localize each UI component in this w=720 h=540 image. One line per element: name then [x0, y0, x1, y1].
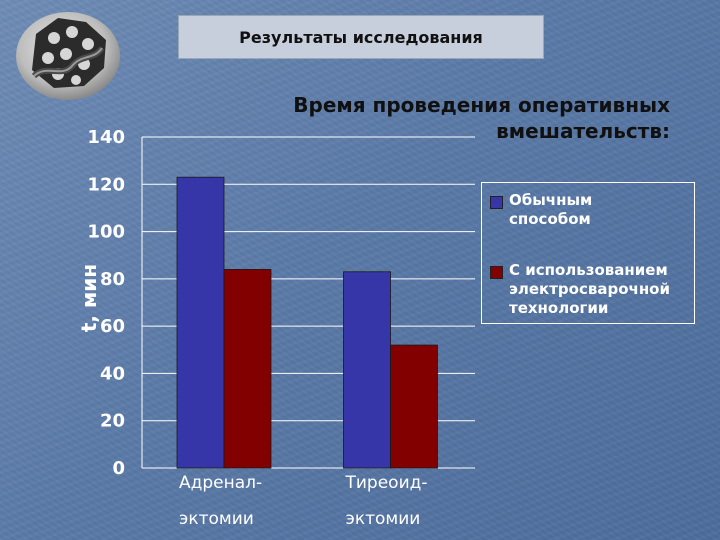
gear-chain-icon [6, 4, 126, 104]
x-category-label: Тиреоид- [345, 473, 428, 493]
y-tick-label: 80 [100, 269, 125, 290]
bar-series2 [223, 268, 272, 469]
legend-label-series2: С использованием электросварочной технол… [509, 261, 670, 317]
legend-swatch-series2 [490, 266, 503, 279]
bar-series2 [390, 344, 438, 469]
chart-legend: Обычным способом С использованием электр… [481, 182, 695, 324]
legend-item-series2: С использованием электросварочной технол… [490, 261, 670, 318]
y-tick-label: 0 [112, 458, 125, 479]
y-tick-label: 140 [87, 127, 125, 148]
x-category-label: Адренал- [179, 473, 262, 493]
x-category-label: эктомии [179, 509, 254, 529]
y-tick-label: 60 [100, 316, 125, 337]
y-tick-label: 100 [87, 222, 125, 243]
legend-swatch-series1 [490, 196, 503, 209]
bar-series1 [343, 271, 391, 469]
bar-series1 [176, 176, 225, 469]
y-axis-title: t, мин [77, 264, 101, 332]
page-title: Результаты исследования [178, 15, 544, 59]
legend-label-series1: Обычным способом [509, 191, 593, 228]
chart-title: Время проведения оперативных вмешательст… [293, 93, 670, 143]
y-tick-label: 120 [87, 174, 125, 195]
y-tick-label: 20 [100, 411, 125, 432]
y-tick-label: 40 [100, 363, 125, 384]
legend-item-series1: Обычным способом [490, 191, 592, 229]
x-category-label: эктомии [346, 509, 421, 529]
